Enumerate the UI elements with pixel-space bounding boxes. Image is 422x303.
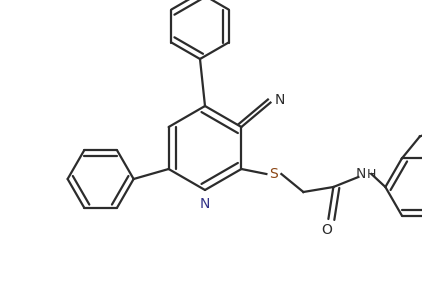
Text: N: N [274, 93, 285, 107]
Text: O: O [321, 223, 332, 237]
Text: S: S [269, 167, 278, 181]
Text: N: N [355, 167, 365, 181]
Text: H: H [366, 168, 376, 181]
Text: N: N [200, 197, 210, 211]
